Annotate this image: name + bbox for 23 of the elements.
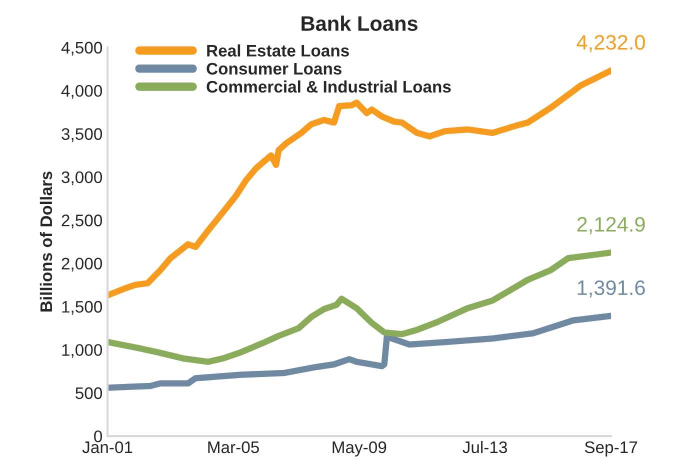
y-tick-label: 1,500 (62, 300, 102, 315)
x-tick-label: Jul-13 (462, 440, 508, 454)
legend-label: Real Estate Loans (207, 44, 349, 57)
legend-label: Consumer Loans (206, 62, 342, 75)
y-tick-label: 4,500 (61, 42, 102, 56)
y-axis-title: Billions of Dollars (40, 172, 52, 312)
y-tick-label: 3,000 (62, 171, 102, 186)
annotation: 4,232.0 (576, 35, 645, 52)
annotation: 1,391.6 (578, 280, 645, 298)
x-tick-label: Mar-05 (208, 441, 259, 454)
y-tick-label: 1,000 (62, 344, 102, 358)
x-tick-label: Sep-17 (584, 441, 638, 456)
y-tick-label: 2,000 (62, 258, 102, 272)
y-tick-label: 500 (76, 387, 102, 400)
y-tick-label: 2,500 (62, 214, 102, 228)
chart-title: Bank Loans (302, 16, 418, 31)
x-tick-label: Jan-01 (82, 441, 132, 454)
y-tick-label: 3,500 (62, 128, 102, 142)
legend-label: Commercial & Industrial Loans (206, 80, 451, 93)
annotation: 2,124.9 (577, 217, 645, 234)
y-tick-label: 0 (94, 430, 102, 442)
y-tick-label: 4,000 (61, 84, 102, 99)
x-tick-label: May-09 (332, 441, 386, 456)
